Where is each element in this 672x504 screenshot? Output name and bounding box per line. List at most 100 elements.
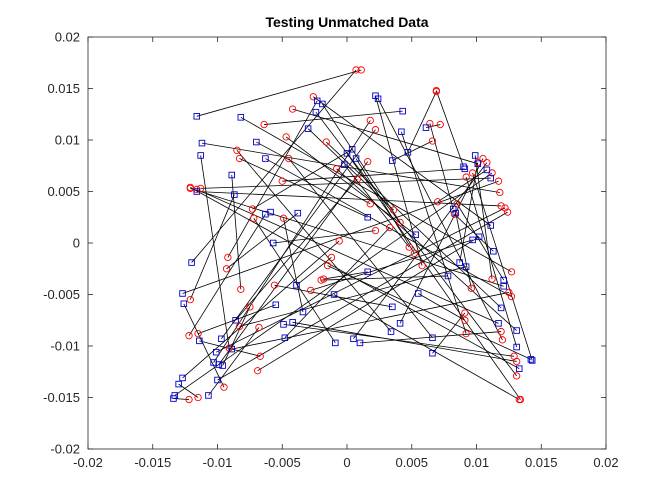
circle-marker	[462, 329, 470, 338]
circle-marker	[335, 237, 343, 245]
circle-marker	[433, 198, 442, 206]
square-marker	[350, 335, 357, 343]
circle-marker	[503, 208, 512, 216]
circle-marker	[366, 200, 374, 208]
y-tick-label: 0	[73, 236, 80, 251]
circle-marker	[332, 165, 341, 173]
circle-marker	[248, 205, 257, 213]
circle-marker	[357, 66, 365, 74]
connecting-line	[432, 312, 466, 354]
square-marker	[475, 233, 483, 241]
square-marker	[500, 276, 507, 284]
y-tick-label: 0.01	[55, 133, 80, 148]
connecting-line	[253, 218, 336, 344]
connecting-line	[226, 212, 299, 270]
connecting-line	[257, 236, 480, 372]
square-marker	[389, 303, 396, 311]
circle-marker	[246, 303, 254, 311]
y-tick-label: 0.005	[47, 184, 80, 199]
square-marker	[513, 343, 520, 351]
connecting-line	[407, 91, 437, 153]
square-marker	[495, 320, 502, 327]
circle-marker	[461, 316, 469, 324]
connecting-line	[201, 142, 500, 193]
circle-marker	[494, 177, 503, 185]
square-marker	[364, 213, 371, 221]
square-marker	[262, 155, 269, 162]
plot-background	[88, 37, 606, 449]
circle-marker	[386, 223, 394, 232]
y-tick-label: -0.005	[43, 287, 80, 302]
connecting-line	[217, 211, 508, 381]
connecting-line	[322, 103, 401, 223]
y-tick-label: -0.01	[50, 339, 80, 354]
connecting-line	[182, 180, 499, 294]
square-marker	[237, 114, 245, 121]
circle-marker	[512, 372, 521, 380]
circle-marker	[322, 138, 330, 146]
square-marker	[228, 345, 235, 353]
square-marker	[193, 113, 201, 120]
square-marker	[175, 380, 182, 388]
circle-marker	[279, 214, 288, 222]
connecting-line	[213, 120, 371, 363]
connecting-line	[292, 321, 517, 362]
square-marker	[312, 108, 320, 116]
square-marker	[487, 174, 494, 182]
square-marker	[198, 139, 206, 147]
square-marker	[232, 317, 239, 324]
circle-marker	[185, 395, 193, 404]
circle-marker	[436, 120, 444, 129]
square-marker	[253, 138, 260, 146]
square-marker	[280, 321, 287, 328]
circle-marker	[320, 275, 328, 283]
connecting-line	[188, 213, 266, 336]
x-tick-label: 0.02	[593, 455, 618, 470]
connecting-line	[273, 230, 376, 244]
circle-marker	[371, 226, 380, 235]
square-marker	[387, 328, 395, 335]
square-marker	[461, 165, 469, 173]
circle-marker	[497, 202, 505, 210]
square-marker	[299, 308, 307, 316]
circle-marker	[505, 288, 513, 297]
square-marker	[483, 166, 491, 174]
connecting-lines	[173, 69, 533, 400]
circle-marker	[250, 214, 258, 222]
circle-marker	[353, 175, 362, 183]
connecting-line	[454, 213, 494, 252]
circle-marker	[410, 249, 418, 257]
square-marker	[267, 208, 274, 216]
square-marker	[180, 300, 188, 308]
connecting-line	[256, 141, 371, 205]
circle-marker	[507, 292, 516, 301]
square-marker	[179, 374, 186, 382]
square-marker	[444, 272, 452, 280]
square-marker	[474, 160, 482, 167]
connecting-line	[292, 108, 478, 165]
square-marker	[281, 334, 289, 342]
axes: -0.02 -0.015 -0.01 -0.005 0 0.005 0.01 0.015 0.0…	[43, 30, 619, 471]
square-marker	[456, 259, 463, 266]
square-marker	[228, 171, 235, 179]
circle-marker	[512, 357, 521, 366]
connecting-line	[200, 177, 491, 189]
circle-marker	[288, 105, 297, 113]
square-marker	[332, 339, 339, 347]
circle-marker	[309, 93, 317, 101]
square-marker	[294, 209, 302, 217]
circle-marker	[235, 322, 244, 331]
square-marker	[218, 335, 225, 343]
circle-marker	[186, 295, 194, 304]
square-marker	[497, 304, 505, 312]
square-marker	[396, 320, 404, 327]
circle-marker	[428, 137, 437, 145]
markers	[170, 66, 536, 404]
connecting-line	[336, 168, 517, 331]
circle-marker	[501, 204, 509, 212]
circle-marker	[418, 262, 426, 270]
square-marker	[179, 290, 186, 297]
connecting-line	[392, 140, 433, 161]
square-marker	[343, 150, 351, 157]
square-marker	[364, 268, 371, 276]
